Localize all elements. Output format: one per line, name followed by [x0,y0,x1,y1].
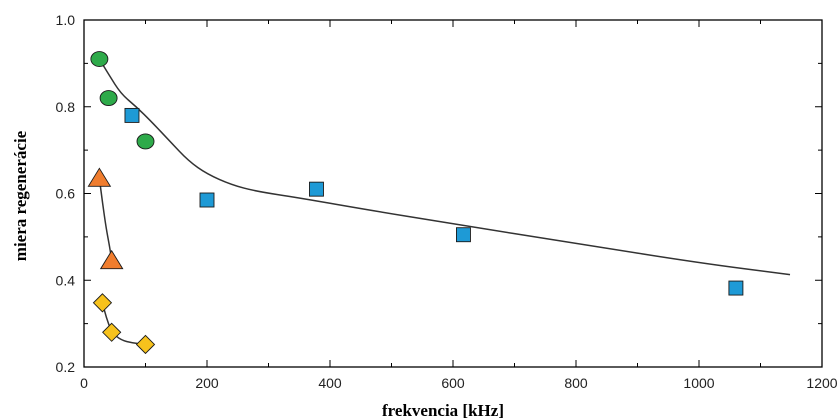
x-tick-label: 1000 [683,375,714,391]
y-axis-title: miera regenerácie [11,130,30,261]
y-tick-label: 0.4 [56,272,76,288]
y-tick-label: 0.2 [56,359,76,375]
x-tick-label: 0 [80,375,88,391]
x-tick-label: 600 [441,375,465,391]
axes [83,19,823,368]
square-marker [456,227,471,243]
y-tick-label: 1.0 [56,12,76,28]
square-marker [309,181,324,197]
circle-marker [90,51,109,67]
x-axis-title: frekvencia [kHz] [382,401,504,419]
square-marker [199,192,215,208]
y-tick-label: 0.8 [56,99,76,115]
diamond-marker [102,322,122,342]
x-tick-label: 400 [318,375,342,391]
x-tick-label: 800 [564,375,588,391]
y-tick-label: 0.6 [56,186,76,202]
data-points [87,51,744,355]
circle-marker [99,90,118,107]
triangle-marker [87,167,112,187]
fit-curve [98,178,113,261]
triangle-marker [99,249,124,270]
diamond-marker [135,334,156,355]
x-tick-label: 200 [195,375,219,391]
square-marker [124,107,140,123]
diamond-marker [92,293,113,313]
fit-curve [98,58,791,276]
circle-marker [136,133,155,150]
tick-labels: 0 200 400 600 800 1000 1200 0.2 0.4 0.6 0.8 1.0 [56,12,838,391]
x-tick-label: 1200 [806,375,837,391]
square-marker [728,280,744,296]
plot-frame [83,19,823,368]
